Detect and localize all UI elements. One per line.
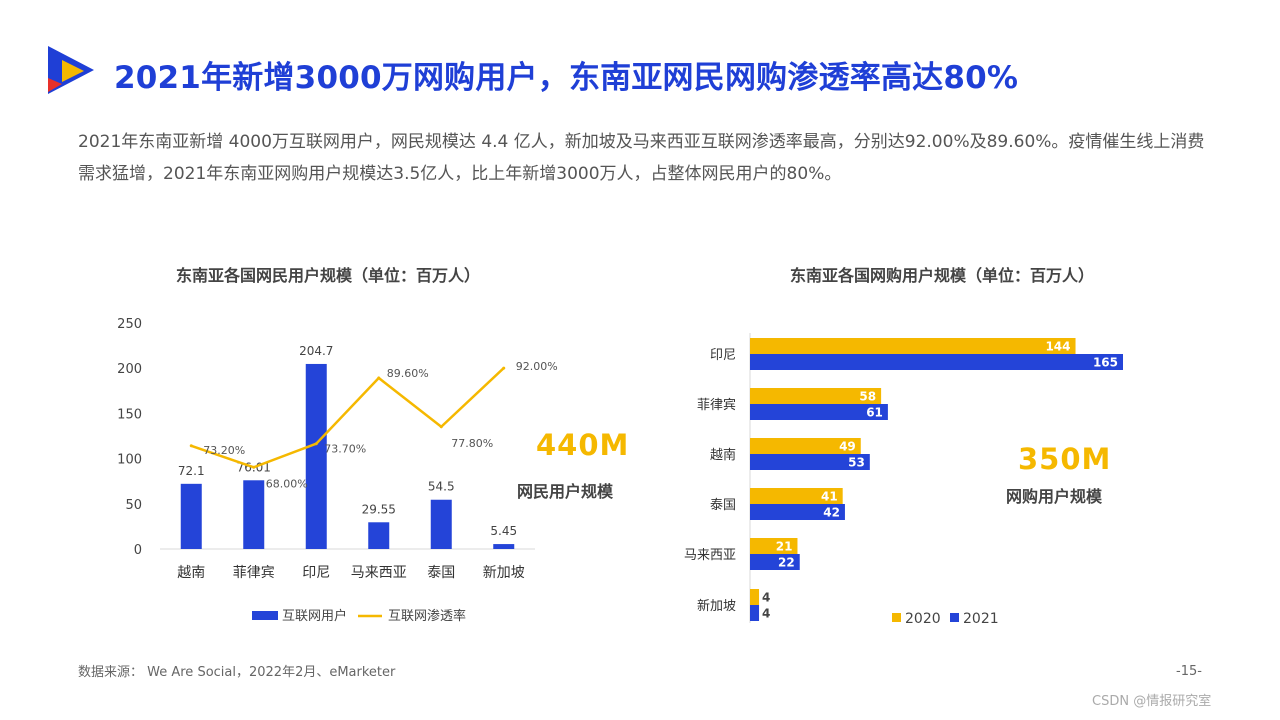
- y-tick-label: 200: [117, 362, 142, 377]
- bar-internet-users: [305, 363, 327, 549]
- bar-value-label: 42: [823, 506, 840, 520]
- page-number: -15-: [1176, 664, 1202, 679]
- y-tick-label: 50: [125, 498, 142, 513]
- y-tick-label: 菲律宾: [697, 397, 736, 413]
- page-title: 2021年新增3000万网购用户，东南亚网民网购渗透率高达80%: [114, 60, 1019, 96]
- bar-internet-users: [493, 544, 515, 549]
- bar-value-label: 58: [859, 390, 876, 404]
- bar-value-label: 61: [866, 406, 883, 420]
- bar-value-label: 41: [821, 490, 838, 504]
- bar-value-label: 144: [1045, 340, 1070, 354]
- brand-logo: [48, 46, 94, 94]
- y-tick-label: 100: [117, 453, 142, 468]
- kpi-online-shoppers-label: 网购用户规模: [1006, 487, 1103, 506]
- bar-value-label: 22: [778, 556, 795, 570]
- right-legend: 2020 2021: [892, 611, 999, 627]
- y-tick-label: 150: [117, 407, 142, 422]
- y-tick-label: 0: [134, 543, 142, 558]
- bar-internet-users: [368, 522, 390, 549]
- legend-label: 互联网渗透率: [388, 608, 466, 624]
- legend-label: 2021: [963, 611, 999, 627]
- penetration-point: [252, 465, 256, 469]
- x-tick-label: 印尼: [302, 565, 330, 581]
- bar-internet-users: [243, 480, 265, 549]
- bar-2020: [750, 338, 1076, 354]
- left-chart-title: 东南亚各国网民用户规模（单位：百万人）: [176, 266, 481, 285]
- right-chart-title: 东南亚各国网购用户规模（单位：百万人）: [790, 266, 1095, 285]
- watermark: CSDN @情报研究室: [1092, 694, 1212, 709]
- bar-2020: [750, 488, 843, 504]
- bar-internet-users: [180, 483, 202, 549]
- x-tick-label: 泰国: [427, 565, 455, 581]
- bar-2021: [750, 504, 845, 520]
- penetration-label: 73.20%: [203, 444, 245, 457]
- bar-value-label: 165: [1093, 356, 1118, 370]
- penetration-label: 68.00%: [266, 477, 308, 490]
- bar-2021: [750, 554, 800, 570]
- penetration-label: 73.70%: [324, 443, 366, 456]
- summary-text: 2021年东南亚新增 4000万互联网用户，网民规模达 4.4 亿人，新加坡及马…: [78, 132, 1205, 184]
- x-tick-label: 越南: [177, 565, 205, 581]
- y-tick-label: 新加坡: [697, 598, 736, 614]
- bar-2020: [750, 589, 760, 605]
- penetration-label: 77.80%: [451, 437, 493, 450]
- penetration-label: 92.00%: [516, 360, 558, 373]
- bar-2021: [750, 454, 870, 470]
- bar-value-label: 21: [776, 540, 793, 554]
- bar-2020: [750, 388, 882, 404]
- penetration-point: [189, 444, 193, 448]
- kpi-internet-users-label: 网民用户规模: [517, 482, 614, 501]
- bar-2020: [750, 438, 861, 454]
- legend-label: 2020: [905, 611, 941, 627]
- y-tick-label: 马来西亚: [684, 548, 736, 563]
- x-tick-label: 菲律宾: [233, 565, 275, 581]
- bar-value-label: 53: [848, 456, 865, 470]
- bar-2021: [750, 354, 1123, 370]
- legend-swatch-2020: [892, 613, 901, 622]
- bar-2020: [750, 538, 798, 554]
- penetration-point: [439, 425, 443, 429]
- y-tick-label: 250: [117, 317, 142, 332]
- penetration-point: [314, 442, 318, 446]
- legend-label: 互联网用户: [282, 608, 347, 624]
- bar-value-label: 5.45: [490, 524, 517, 538]
- bar-2021: [750, 404, 888, 420]
- legend-swatch-internet-users: [252, 611, 278, 620]
- online-shoppers-chart: 印尼 144 165 菲律宾 58 61 越南 49 53 泰国 41 42 马来西亚 21 22 新加坡 4 4…: [684, 333, 1123, 627]
- bar-2021: [750, 605, 760, 621]
- penetration-point: [502, 366, 506, 370]
- data-source: 数据来源： We Are Social，2022年2月、eMarketer: [78, 665, 396, 680]
- kpi-online-shoppers-value: 350M: [1018, 442, 1112, 476]
- x-tick-label: 马来西亚: [351, 565, 407, 581]
- legend-swatch-2021: [950, 613, 959, 622]
- kpi-internet-users-value: 440M: [536, 428, 630, 462]
- penetration-point: [377, 376, 381, 380]
- left-legend: 互联网用户 互联网渗透率: [252, 608, 466, 624]
- internet-users-chart: 05010015020025072.1越南76.01菲律宾204.7印尼29.5…: [117, 317, 558, 624]
- y-tick-label: 泰国: [710, 498, 736, 513]
- y-tick-label: 印尼: [710, 348, 736, 363]
- x-tick-label: 新加坡: [483, 565, 525, 581]
- bar-value-label: 204.7: [299, 344, 333, 358]
- bar-value-label: 4: [762, 607, 770, 621]
- bar-value-label: 4: [762, 591, 770, 605]
- bar-value-label: 54.5: [428, 480, 455, 494]
- y-tick-label: 越南: [710, 447, 736, 463]
- bar-value-label: 29.55: [362, 502, 396, 516]
- penetration-line: [190, 367, 505, 469]
- bar-internet-users: [430, 499, 452, 549]
- penetration-label: 89.60%: [387, 367, 429, 380]
- bar-value-label: 49: [839, 440, 856, 454]
- bar-value-label: 72.1: [178, 464, 205, 478]
